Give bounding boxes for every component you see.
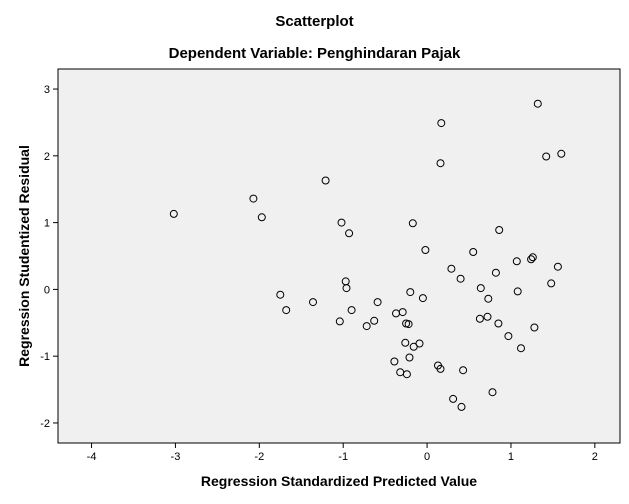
scatter-point: [347, 306, 356, 315]
scatter-point: [456, 274, 465, 283]
y-axis-ticks: -2 -1 0 1 2 3: [40, 84, 58, 430]
scatter-point: [469, 248, 478, 256]
scatter-point: [512, 257, 521, 266]
scatter-point: [276, 290, 285, 299]
scatter-point: [370, 316, 379, 325]
scatter-point: [337, 218, 346, 227]
scatter-point: [282, 306, 291, 315]
scatter-point: [476, 284, 485, 293]
scatter-point: [418, 294, 427, 303]
scatter-point: [169, 209, 178, 218]
scatter-point: [513, 287, 522, 296]
x-axis-title: Regression Standardized Predicted Value: [201, 473, 477, 489]
scatter-point: [405, 353, 414, 362]
scatter-point: [408, 219, 417, 228]
scatter-point: [483, 312, 492, 321]
x-tick-label: -3: [171, 451, 181, 463]
plot-area: [57, 68, 621, 444]
scatter-point: [488, 388, 497, 397]
scatter-point: [398, 308, 407, 317]
scatter-point: [390, 357, 399, 366]
scatter-point: [257, 213, 266, 222]
scatter-point: [530, 323, 539, 332]
scatter-point: [494, 319, 503, 328]
chart-title: Scatterplot: [275, 13, 354, 30]
scatter-point: [457, 402, 466, 411]
scatter-point: [345, 229, 354, 238]
scatter-point: [436, 159, 445, 168]
scatter-point: [406, 288, 415, 297]
chart-subtitle: Dependent Variable: Penghindaran Pajak: [168, 45, 461, 62]
scatter-point: [484, 294, 493, 303]
scatter-point: [401, 338, 410, 347]
scatter-point: [342, 284, 351, 293]
scatter-point: [557, 149, 566, 158]
y-axis-title: Regression Studentized Residual: [16, 145, 32, 367]
scatter-point: [553, 262, 562, 271]
scatter-point: [321, 176, 330, 185]
x-tick-label: -2: [254, 451, 264, 463]
x-tick-label: 0: [424, 451, 430, 463]
scatter-point: [449, 394, 458, 403]
scatter-point: [547, 279, 556, 288]
y-tick-label: 3: [44, 84, 50, 96]
scatter-point: [527, 255, 536, 264]
scatter-point: [249, 194, 258, 203]
x-tick-label: -1: [338, 451, 348, 463]
scatter-point: [447, 264, 456, 273]
scatter-point: [495, 226, 504, 234]
y-tick-label: 1: [44, 218, 50, 230]
scatter-point: [437, 119, 446, 128]
scatter-point: [404, 320, 413, 329]
scatter-point: [402, 370, 411, 379]
y-tick-label: -2: [40, 418, 50, 430]
y-tick-label: -1: [40, 351, 50, 363]
x-tick-label: 1: [508, 451, 514, 463]
scatter-point: [409, 342, 418, 351]
scatter-point: [309, 298, 317, 307]
scatter-point: [542, 152, 551, 161]
scatter-point: [335, 317, 344, 326]
y-tick-label: 0: [44, 284, 50, 296]
scatter-point: [533, 99, 542, 108]
scatter-point: [373, 298, 382, 307]
scatter-point: [504, 332, 513, 341]
data-points: [169, 99, 566, 411]
scatter-point: [436, 364, 445, 373]
scatter-point: [421, 246, 430, 254]
scatter-point: [415, 339, 424, 348]
scatter-point: [528, 253, 537, 262]
scatter-point: [459, 366, 468, 375]
scatter-point: [362, 322, 371, 331]
scatter-point: [517, 344, 525, 353]
scatter-point: [475, 314, 484, 323]
x-tick-label: 2: [592, 451, 598, 463]
y-tick-label: 2: [44, 151, 50, 163]
x-tick-label: -4: [87, 451, 97, 463]
scatter-point: [491, 268, 500, 277]
x-axis-ticks: -4 -3 -2 -1 0 1 2: [87, 443, 598, 463]
